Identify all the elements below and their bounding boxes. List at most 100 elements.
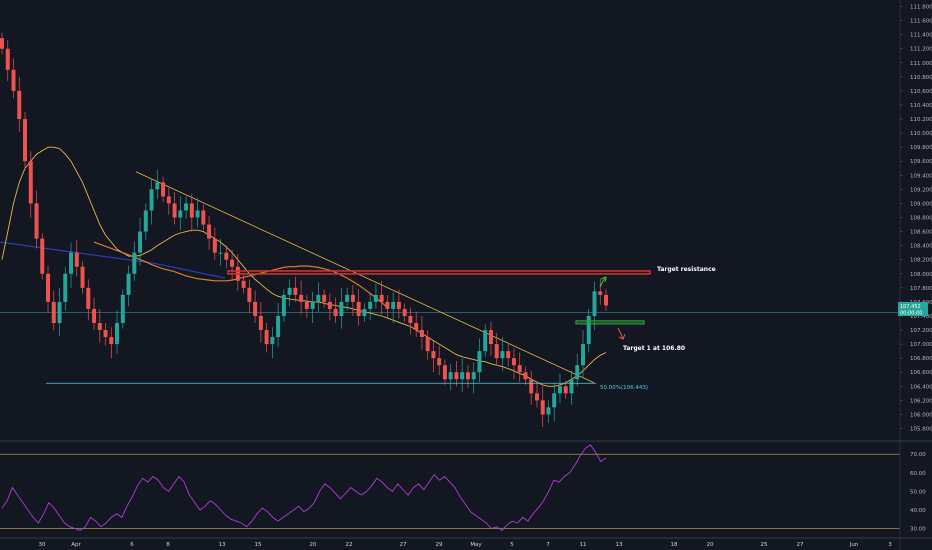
price-tick-label: 107.200: [910, 328, 932, 334]
candle-body: [506, 351, 511, 359]
price-tick-label: 108.400: [910, 244, 932, 250]
candle-body: [115, 322, 120, 345]
candle-body: [569, 379, 574, 394]
time-tick-label: 29: [436, 542, 443, 548]
price-tick-label: 110.600: [910, 89, 932, 95]
time-tick-label: 8: [166, 542, 170, 548]
down-arrow: [617, 327, 624, 340]
candle-body: [178, 210, 183, 218]
candle-body: [270, 337, 275, 345]
time-tick-label: Apr: [71, 542, 81, 548]
time-tick-label: 20: [310, 542, 317, 548]
candle-body: [316, 294, 321, 302]
candle-body: [172, 203, 177, 218]
price-tick-label: 106.600: [910, 370, 932, 376]
price-tick-label: 109.000: [910, 201, 932, 207]
time-tick-label: 27: [400, 542, 407, 548]
candle-body: [120, 294, 125, 323]
candle-body: [580, 344, 585, 366]
candle-body: [437, 358, 442, 366]
rsi-tick-label: 70.00: [910, 452, 926, 458]
rsi-tick-label: 50.00: [910, 489, 926, 495]
candle-body: [207, 224, 212, 239]
time-tick-label: 25: [761, 542, 768, 548]
candle-body: [155, 182, 160, 190]
price-tick-label: 105.800: [910, 426, 932, 432]
candle-body: [69, 252, 74, 274]
candle-body: [126, 273, 131, 295]
candle-body: [414, 322, 419, 331]
price-tick-label: 109.800: [910, 145, 932, 151]
time-tick-label: May: [470, 542, 482, 548]
candle-body: [333, 308, 338, 316]
rsi-tick-label: 30.00: [910, 527, 926, 533]
rsi-pane: 70.00 60.00 50.00 40.00 30.00: [0, 444, 926, 533]
candle-body: [465, 372, 470, 380]
time-tick-label: 27: [797, 542, 804, 548]
candle-body: [517, 365, 522, 373]
time-tick-label: 30: [39, 542, 46, 548]
candle-body: [534, 393, 539, 401]
candle-body: [442, 365, 447, 380]
candle-body: [454, 372, 459, 380]
candle-body: [0, 38, 4, 49]
candle-body: [11, 69, 16, 91]
price-tick-label: 110.000: [910, 131, 932, 137]
candle-body: [385, 301, 390, 309]
last-price-tag-bg: [898, 302, 928, 316]
candle-body: [23, 119, 28, 162]
drawings: [46, 270, 651, 384]
price-tick-label: 111.200: [910, 47, 932, 53]
candle-body: [460, 372, 465, 380]
price-tick-label: 110.400: [910, 103, 932, 109]
rsi-line: [1, 444, 607, 531]
candle-body: [540, 400, 545, 415]
up-arrow-head: [600, 276, 607, 283]
candle-body: [287, 287, 292, 295]
candle-body: [149, 189, 154, 211]
candle-body: [604, 294, 608, 306]
candle-body: [391, 301, 396, 309]
candle-body: [46, 273, 51, 302]
candle-body: [557, 386, 562, 394]
candle-body: [143, 210, 148, 232]
candle-body: [339, 301, 344, 316]
price-tick-label: 108.000: [910, 272, 932, 278]
time-tick-label: 3: [888, 542, 892, 548]
candle-body: [161, 182, 166, 197]
candle-body: [552, 393, 557, 408]
candle-body: [586, 315, 591, 345]
price-tick-label: 109.400: [910, 173, 932, 179]
candle-body: [425, 337, 430, 352]
candle-body: [218, 252, 223, 254]
candle-body: [28, 161, 33, 204]
candle-body: [448, 372, 453, 380]
candle-body: [368, 301, 373, 309]
candle-body: [264, 330, 269, 345]
candle-body: [477, 351, 482, 373]
candle-body: [40, 238, 45, 274]
candle-body: [253, 301, 258, 316]
price-tick-label: 107.000: [910, 342, 932, 348]
target-resistance-label: Target resistance: [657, 266, 716, 273]
candle-body: [92, 308, 97, 323]
price-tick-label: 109.200: [910, 187, 932, 193]
candle-body: [5, 48, 10, 70]
candle-body: [350, 294, 355, 302]
candle-body: [304, 301, 309, 309]
candle-body: [546, 407, 551, 415]
candle-body: [293, 287, 298, 295]
candle-body: [189, 203, 194, 218]
fib-level-label: 50.00%(106.443): [600, 385, 648, 391]
time-tick-label: 5: [510, 542, 514, 548]
candle-body: [511, 358, 516, 366]
support-zone: [575, 320, 645, 325]
candle-body: [471, 372, 476, 380]
candle-body: [379, 294, 384, 302]
ma-blue-line: [0, 241, 226, 279]
candle-body: [17, 90, 22, 120]
candle-body: [373, 294, 378, 302]
price-tick-label: 111.400: [910, 33, 932, 39]
